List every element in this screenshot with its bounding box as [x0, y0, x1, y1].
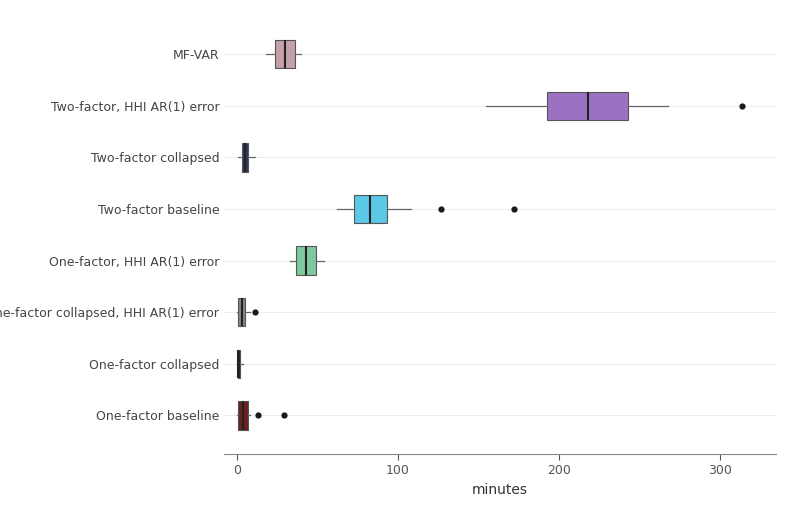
Bar — [238, 401, 248, 429]
Bar — [238, 298, 245, 327]
Bar — [354, 195, 386, 223]
Bar — [242, 143, 248, 172]
Bar — [547, 92, 628, 120]
X-axis label: minutes: minutes — [472, 483, 528, 497]
Bar — [238, 350, 240, 378]
Bar — [275, 40, 295, 69]
Bar — [297, 247, 316, 275]
